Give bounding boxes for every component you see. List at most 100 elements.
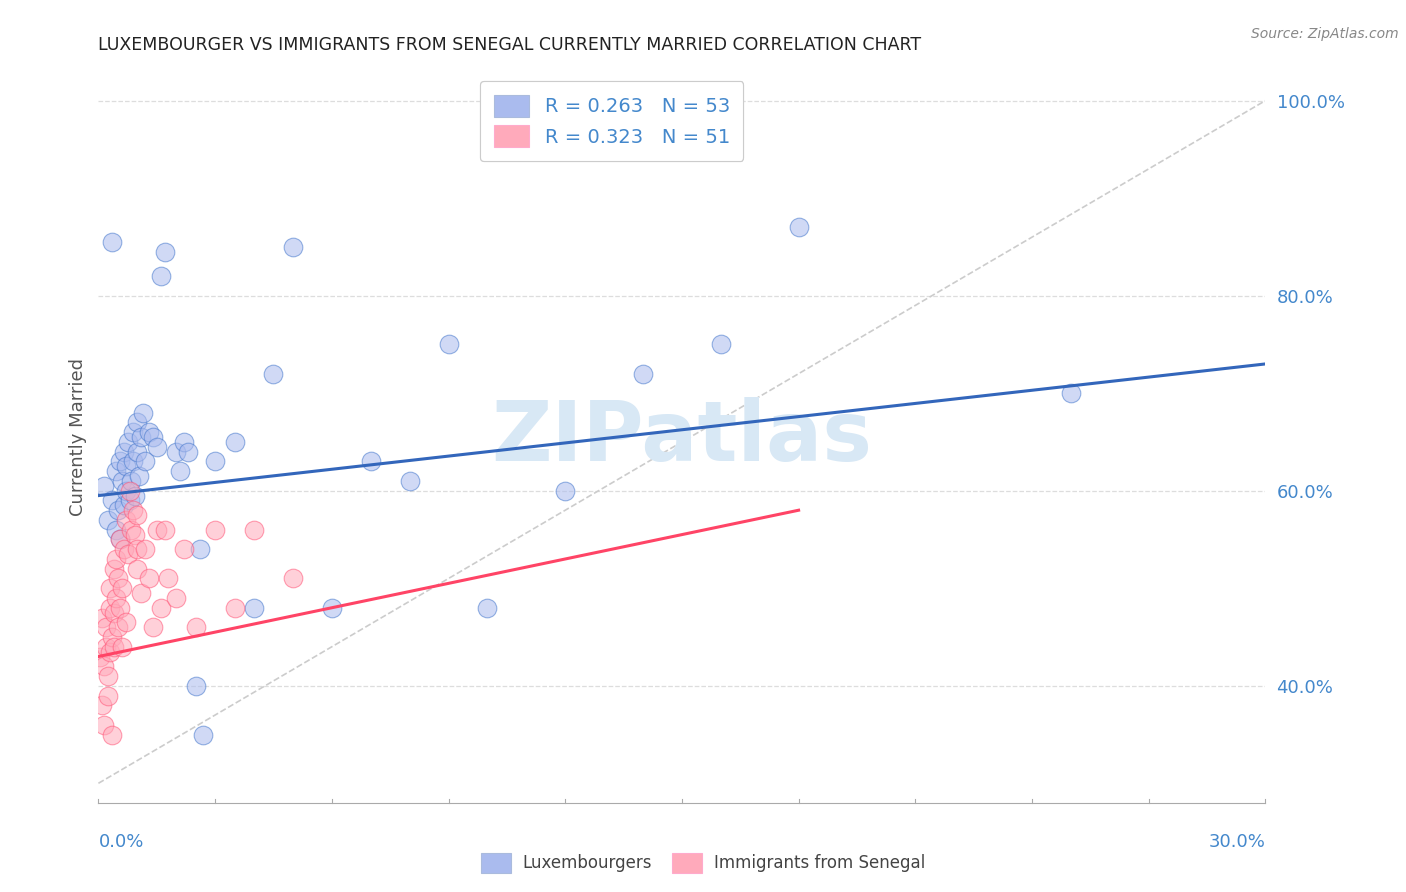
Point	[89, 649, 111, 664]
Text: 30.0%: 30.0%	[1209, 833, 1265, 851]
Point	[91, 610, 114, 624]
Text: ZIPatlas: ZIPatlas	[492, 397, 872, 477]
Point	[108, 454, 131, 468]
Point	[184, 620, 207, 634]
Point	[107, 503, 129, 517]
Point	[103, 606, 125, 620]
Point	[91, 698, 114, 713]
Point	[107, 620, 129, 634]
Legend: R = 0.263   N = 53, R = 0.323   N = 51: R = 0.263 N = 53, R = 0.323 N = 51	[481, 81, 744, 161]
Point	[127, 508, 149, 522]
Point	[127, 444, 149, 458]
Point	[142, 620, 165, 634]
Point	[173, 542, 195, 557]
Point	[281, 572, 304, 586]
Point	[122, 425, 145, 440]
Point	[398, 474, 420, 488]
Point	[138, 425, 160, 440]
Point	[118, 483, 141, 498]
Point	[437, 337, 460, 351]
Point	[103, 640, 125, 654]
Point	[165, 591, 187, 605]
Y-axis label: Currently Married: Currently Married	[69, 358, 87, 516]
Point	[129, 430, 152, 444]
Point	[153, 244, 176, 259]
Point	[104, 464, 127, 478]
Point	[117, 434, 139, 449]
Point	[204, 523, 226, 537]
Point	[114, 483, 136, 498]
Point	[129, 586, 152, 600]
Point	[127, 562, 149, 576]
Point	[121, 523, 143, 537]
Point	[146, 523, 169, 537]
Point	[134, 542, 156, 557]
Point	[281, 240, 304, 254]
Point	[710, 337, 733, 351]
Point	[93, 718, 115, 732]
Point	[243, 523, 266, 537]
Point	[112, 542, 135, 557]
Text: LUXEMBOURGER VS IMMIGRANTS FROM SENEGAL CURRENTLY MARRIED CORRELATION CHART: LUXEMBOURGER VS IMMIGRANTS FROM SENEGAL …	[98, 36, 921, 54]
Point	[93, 659, 115, 673]
Point	[127, 416, 149, 430]
Point	[96, 640, 118, 654]
Point	[477, 600, 499, 615]
Point	[138, 572, 160, 586]
Point	[188, 542, 211, 557]
Point	[122, 503, 145, 517]
Point	[111, 640, 134, 654]
Point	[146, 440, 169, 454]
Point	[128, 469, 150, 483]
Point	[132, 406, 155, 420]
Point	[111, 474, 134, 488]
Point	[224, 434, 246, 449]
Point	[134, 454, 156, 468]
Point	[224, 600, 246, 615]
Point	[243, 600, 266, 615]
Point	[115, 459, 138, 474]
Point	[787, 220, 810, 235]
Point	[117, 547, 139, 561]
Point	[360, 454, 382, 468]
Point	[114, 615, 136, 630]
Point	[114, 513, 136, 527]
Point	[177, 444, 200, 458]
Point	[103, 562, 125, 576]
Point	[122, 454, 145, 468]
Point	[1060, 386, 1083, 401]
Text: Source: ZipAtlas.com: Source: ZipAtlas.com	[1251, 27, 1399, 41]
Point	[101, 235, 124, 249]
Point	[149, 600, 172, 615]
Point	[124, 489, 146, 503]
Point	[184, 679, 207, 693]
Point	[93, 479, 115, 493]
Point	[104, 523, 127, 537]
Point	[101, 727, 124, 741]
Point	[112, 444, 135, 458]
Point	[98, 645, 121, 659]
Point	[169, 464, 191, 478]
Point	[108, 600, 131, 615]
Point	[101, 493, 124, 508]
Point	[101, 630, 124, 644]
Point	[97, 513, 120, 527]
Point	[118, 493, 141, 508]
Point	[97, 689, 120, 703]
Point	[111, 581, 134, 595]
Point	[108, 533, 131, 547]
Point	[112, 499, 135, 513]
Point	[124, 527, 146, 541]
Point	[98, 581, 121, 595]
Point	[107, 572, 129, 586]
Point	[262, 367, 284, 381]
Text: 0.0%: 0.0%	[98, 833, 143, 851]
Point	[173, 434, 195, 449]
Point	[104, 591, 127, 605]
Point	[97, 669, 120, 683]
Point	[108, 533, 131, 547]
Point	[127, 542, 149, 557]
Point	[121, 474, 143, 488]
Point	[149, 269, 172, 284]
Point	[153, 523, 176, 537]
